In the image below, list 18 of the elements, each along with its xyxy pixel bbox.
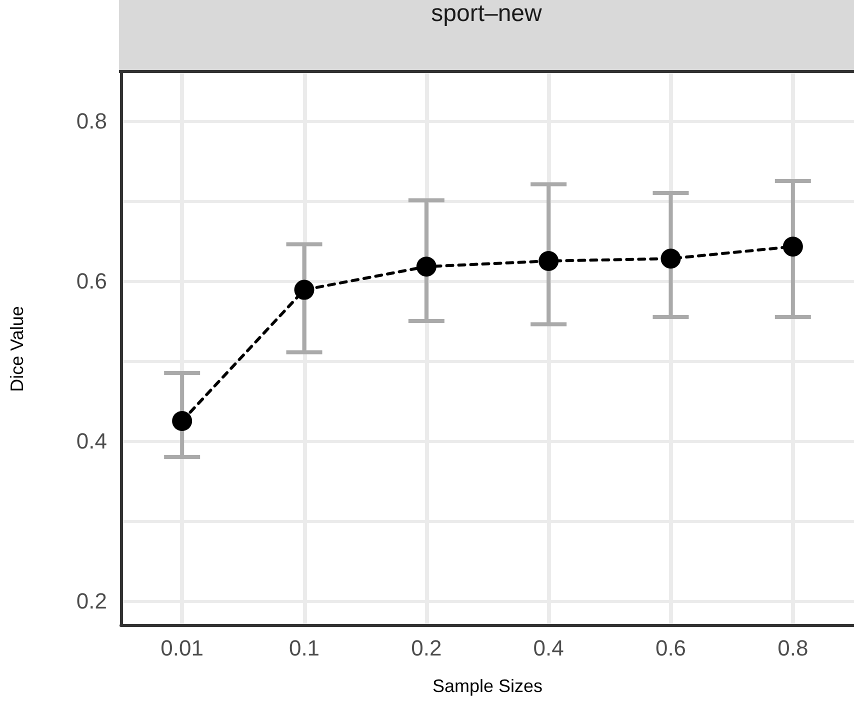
x-tick-label: 0.8 (778, 636, 808, 660)
y-axis-title: Dice Value (7, 306, 27, 392)
x-tick-label: 0.1 (288, 636, 320, 660)
point (172, 411, 192, 431)
x-tick-label: 0.4 (533, 636, 564, 660)
x-axis-title: Sample Sizes (432, 676, 543, 696)
y-tick-label: 0.2 (76, 588, 107, 614)
point (294, 280, 314, 300)
point (782, 236, 803, 257)
point (416, 256, 436, 277)
y-tick-label: 0.8 (76, 108, 107, 134)
y-tick-label: 0.6 (76, 268, 107, 294)
point (538, 251, 559, 271)
point (660, 248, 681, 269)
y-tick-label: 0.4 (76, 428, 107, 454)
x-tick-label: 0.2 (411, 636, 442, 660)
x-tick-label: 0.6 (655, 636, 686, 660)
x-tick-label: 0.01 (160, 636, 204, 660)
